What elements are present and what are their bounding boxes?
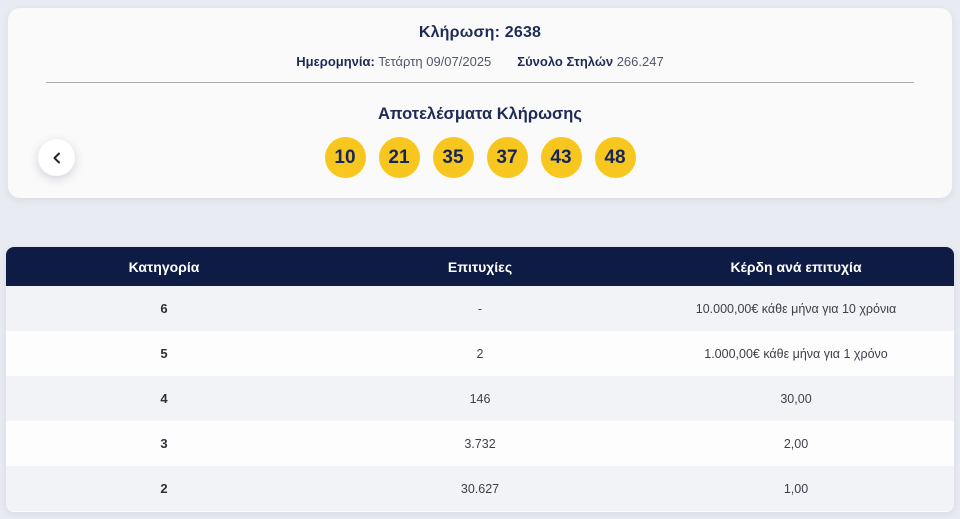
table-row: 4 146 30,00 — [6, 376, 954, 421]
table-row: 5 2 1.000,00€ κάθε μήνα για 1 χρόνο — [6, 331, 954, 376]
prize-cell: 10.000,00€ κάθε μήνα για 10 χρόνια — [695, 301, 897, 316]
table-row: 2 30.627 1,00 — [6, 466, 954, 511]
total-columns: Σύνολο Στηλών 266.247 — [517, 54, 663, 69]
winners-cell: - — [477, 301, 483, 316]
results-heading: Αποτελέσματα Κλήρωσης — [378, 105, 582, 123]
prize-table: Κατηγορία Επιτυχίες Κέρδη ανά επιτυχία 6… — [6, 247, 954, 512]
divider — [46, 82, 914, 83]
prize-cell: 30,00 — [780, 391, 812, 406]
column-header-winners: Επιτυχίες — [447, 258, 513, 275]
draw-results-card: Κλήρωση: 2638 Ημερομηνία: Τετάρτη 09/07/… — [8, 8, 952, 198]
winners-cell: 146 — [469, 391, 491, 406]
winners-cell: 2 — [476, 346, 484, 361]
winners-cell: 30.627 — [460, 481, 500, 496]
prize-cell: 2,00 — [783, 436, 809, 451]
draw-title: Κλήρωση: 2638 — [418, 24, 542, 41]
prize-cell: 1,00 — [783, 481, 809, 496]
draw-date-label: Ημερομηνία: — [296, 54, 375, 69]
winning-numbers: 10 21 35 37 43 48 — [8, 137, 952, 178]
table-header-row: Κατηγορία Επιτυχίες Κέρδη ανά επιτυχία — [6, 247, 954, 286]
table-row: 6 - 10.000,00€ κάθε μήνα για 10 χρόνια — [6, 286, 954, 331]
winning-number-ball: 10 — [324, 137, 366, 178]
winning-number-ball: 21 — [378, 137, 420, 178]
category-cell: 4 — [160, 391, 168, 406]
draw-date: Ημερομηνία: Τετάρτη 09/07/2025 — [296, 54, 491, 69]
category-cell: 6 — [160, 301, 168, 316]
winning-number-ball: 37 — [486, 137, 528, 178]
category-cell: 3 — [160, 436, 168, 451]
previous-draw-button[interactable] — [38, 139, 75, 176]
prize-cell: 1.000,00€ κάθε μήνα για 1 χρόνο — [704, 346, 888, 361]
chevron-left-icon — [52, 152, 62, 164]
winning-number-ball: 48 — [594, 137, 636, 178]
winning-number-ball: 43 — [540, 137, 582, 178]
category-cell: 2 — [160, 481, 168, 496]
draw-meta: Ημερομηνία: Τετάρτη 09/07/2025 Σύνολο Στ… — [8, 54, 952, 69]
winning-number-ball: 35 — [432, 137, 474, 178]
table-row: 3 3.732 2,00 — [6, 421, 954, 466]
draw-date-value: Τετάρτη 09/07/2025 — [378, 54, 492, 69]
total-columns-label: Σύνολο Στηλών — [517, 54, 614, 69]
winners-cell: 3.732 — [464, 436, 496, 451]
column-header-prize: Κέρδη ανά επιτυχία — [730, 258, 862, 275]
total-columns-value: 266.247 — [616, 54, 664, 69]
column-header-category: Κατηγορία — [128, 258, 200, 275]
category-cell: 5 — [160, 346, 168, 361]
